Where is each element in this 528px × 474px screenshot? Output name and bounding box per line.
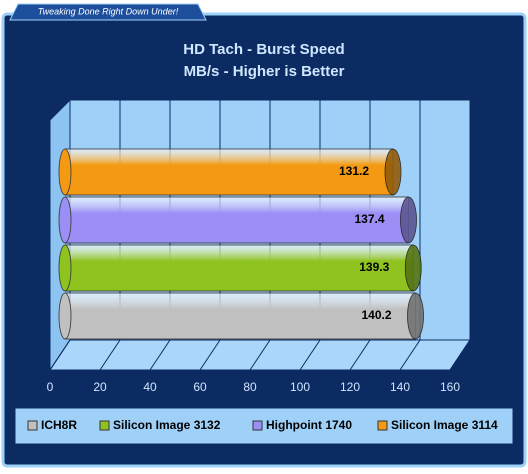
grid-line <box>49 339 71 371</box>
legend-swatch <box>99 420 110 431</box>
legend-swatch <box>252 420 263 431</box>
value-label: 137.4 <box>354 212 384 226</box>
x-tick-label: 100 <box>290 380 310 394</box>
grid-line <box>349 339 371 371</box>
legend-swatch <box>377 420 388 431</box>
bar-cap <box>400 196 417 244</box>
grid-line <box>199 339 221 371</box>
bar <box>64 196 409 244</box>
bar-cap <box>407 292 424 340</box>
x-tick-label: 40 <box>143 380 157 394</box>
bar-left-cap <box>58 148 72 196</box>
legend-label: Silicon Image 3114 <box>391 418 498 432</box>
legend-label: Highpoint 1740 <box>266 418 352 432</box>
bar-left-cap <box>58 196 72 244</box>
chart-subtitle: MB/s - Higher is Better <box>184 63 345 80</box>
banner: Tweaking Done Right Down Under! <box>38 6 179 16</box>
grid-line <box>399 339 421 371</box>
grid-line <box>149 339 171 371</box>
x-tick-label: 140 <box>390 380 410 394</box>
bar-cap <box>404 244 422 292</box>
grid-line <box>249 339 271 371</box>
grid-line <box>299 339 321 371</box>
legend <box>14 407 514 445</box>
value-label: 139.3 <box>359 260 389 274</box>
bar <box>64 292 416 340</box>
value-label: 140.2 <box>361 308 391 322</box>
bar <box>64 148 394 196</box>
bar-cap <box>384 148 402 196</box>
x-tick-label: 160 <box>440 380 460 394</box>
banner-tab <box>9 3 207 21</box>
legend-label: ICH8R <box>41 418 77 432</box>
bar-left-cap <box>58 244 72 292</box>
legend-label: Silicon Image 3132 <box>113 418 221 432</box>
grid-line <box>449 339 471 371</box>
chart-title: HD Tach - Burst Speed <box>183 41 344 58</box>
bar-left-cap <box>58 292 72 340</box>
value-label: 131.2 <box>339 164 369 178</box>
x-tick-label: 60 <box>193 380 207 394</box>
bar <box>64 244 414 292</box>
x-tick-label: 20 <box>93 380 107 394</box>
x-tick-label: 80 <box>243 380 257 394</box>
grid-line <box>99 339 121 371</box>
x-tick-label: 120 <box>340 380 360 394</box>
x-tick-label: 0 <box>47 380 54 394</box>
legend-swatch <box>27 420 38 431</box>
